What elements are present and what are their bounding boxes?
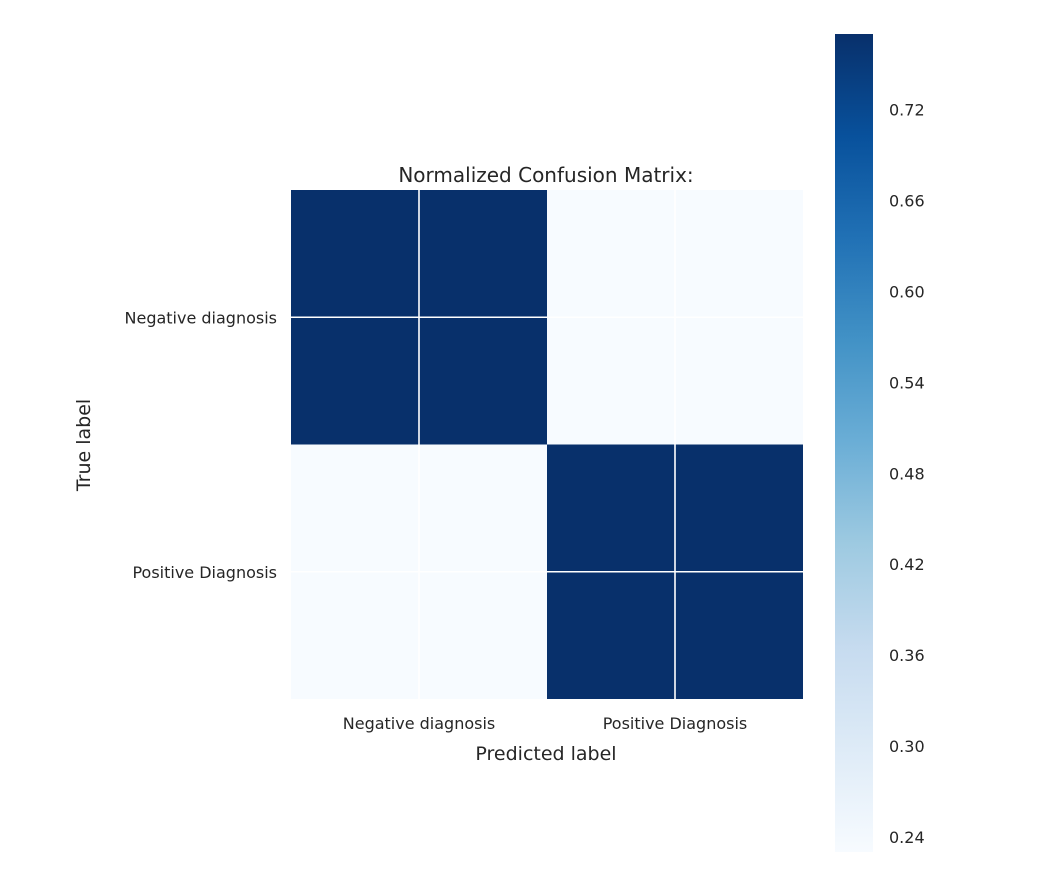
x-tick-label: Negative diagnosis [343,714,496,733]
y-axis-label: True label [73,399,95,492]
colorbar-tick-label: 0.72 [889,101,925,120]
x-tick-labels: Negative diagnosis Positive Diagnosis [343,714,748,733]
colorbar-tick-label: 0.66 [889,192,925,211]
heatmap-gridlines [291,190,803,699]
y-tick-labels: Negative diagnosis Positive Diagnosis [125,308,278,582]
colorbar [835,34,873,852]
colorbar-tick-label: 0.30 [889,737,925,756]
y-tick-label: Positive Diagnosis [132,563,277,582]
y-tick-label: Negative diagnosis [125,308,278,327]
colorbar-tick-label: 0.36 [889,646,925,665]
colorbar-tick-label: 0.60 [889,283,925,302]
x-tick-label: Positive Diagnosis [603,714,748,733]
x-axis-label: Predicted label [475,743,616,765]
chart-title: Normalized Confusion Matrix: [398,163,693,187]
heatmap-cells [291,190,803,699]
colorbar-tick-label: 0.24 [889,828,925,847]
colorbar-tick-labels: 0.24 0.30 0.36 0.42 0.48 0.54 0.60 0.66 0.72 [889,101,925,847]
colorbar-tick-label: 0.54 [889,373,925,392]
colorbar-tick-label: 0.48 [889,464,925,483]
colorbar-tick-label: 0.42 [889,555,925,574]
